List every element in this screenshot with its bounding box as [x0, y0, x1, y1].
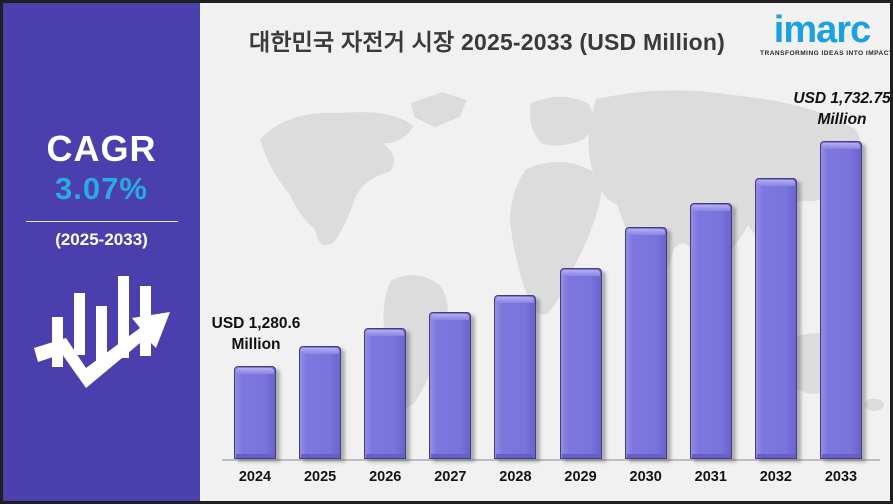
annotation-2024-line2: Million	[231, 335, 281, 353]
x-axis-label-2025: 2025	[303, 469, 337, 485]
x-axis-label-2026: 2026	[369, 469, 402, 485]
growth-bars-arrow-icon	[33, 276, 170, 388]
bar-2029	[559, 268, 602, 459]
bar-2031	[689, 203, 732, 459]
annotation-2033-value: USD 1,732.75 Million	[783, 89, 891, 131]
chart-header: 대한민국 자전거 시장 2025-2033 (USD Million) imar…	[200, 3, 890, 81]
cagr-label: CAGR	[46, 128, 157, 169]
imarc-logo-tagline: TRANSFORMING IDEAS INTO IMPACT	[760, 50, 893, 57]
x-axis-label-2027: 2027	[434, 469, 467, 485]
bar-2030	[624, 227, 667, 459]
x-axis-label-2033: 2033	[824, 469, 858, 485]
x-axis-label-2024: 2024	[238, 469, 272, 485]
bar-2028	[494, 295, 537, 459]
cagr-value: 3.07%	[55, 171, 148, 206]
annotation-2033-line2: Million	[817, 110, 867, 128]
x-axis-labels: 2024 2025 2026 2027 2028 2029 2030 2031 2032 2033	[234, 469, 862, 485]
imarc-logo: imarc TRANSFORMING IDEAS INTO IMPACT	[760, 9, 893, 57]
x-axis-label-2028: 2028	[499, 469, 532, 485]
bar-2025	[299, 346, 342, 459]
annotation-2024-value: USD 1,280.6 Million	[206, 314, 306, 356]
chart-area: 대한민국 자전거 시장 2025-2033 (USD Million) imar…	[200, 3, 890, 501]
x-axis-label-2029: 2029	[564, 469, 597, 485]
x-axis-label-2031: 2031	[694, 469, 727, 485]
bars-container	[234, 139, 862, 459]
bar-2026	[364, 328, 407, 459]
x-axis-line	[222, 459, 880, 461]
bar-2027	[429, 312, 472, 459]
cagr-divider	[25, 221, 178, 222]
sidebar: CAGR 3.07% (2025-2033)	[3, 3, 200, 501]
cagr-period: (2025-2033)	[55, 230, 148, 249]
annotation-2033-line1: USD 1,732.75	[793, 90, 891, 107]
x-axis-label-2030: 2030	[629, 469, 662, 485]
imarc-logo-text: imarc	[773, 9, 871, 51]
bar-2032	[754, 178, 797, 459]
chart-title: 대한민국 자전거 시장 2025-2033 (USD Million)	[248, 29, 726, 55]
x-axis-label-2032: 2032	[759, 469, 792, 485]
bar-2024	[234, 366, 276, 459]
bar-2033	[819, 141, 862, 459]
annotation-2024-line1: USD 1,280.6	[211, 315, 301, 332]
